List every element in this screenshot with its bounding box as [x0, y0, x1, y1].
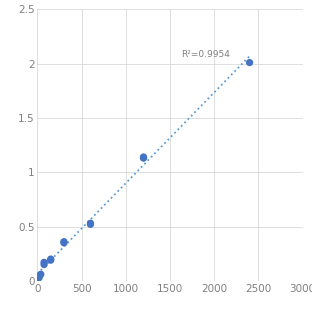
Point — [37, 275, 41, 280]
Point — [61, 239, 66, 244]
Point — [38, 272, 43, 277]
Point — [41, 262, 46, 267]
Point — [88, 221, 93, 226]
Point — [141, 156, 146, 161]
Point — [48, 258, 53, 263]
Point — [35, 278, 40, 283]
Point — [48, 256, 53, 261]
Point — [61, 240, 66, 245]
Text: R²=0.9954: R²=0.9954 — [181, 50, 230, 59]
Point — [141, 154, 146, 159]
Point — [41, 260, 46, 265]
Point — [247, 60, 252, 65]
Point — [88, 222, 93, 227]
